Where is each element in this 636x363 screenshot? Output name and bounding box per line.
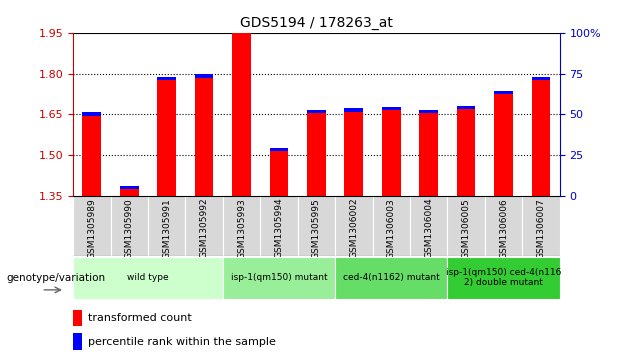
Bar [345, 108, 363, 112]
Text: GSM1305989: GSM1305989 [87, 198, 96, 258]
Bar [260, 196, 298, 256]
Bar [382, 110, 401, 196]
Bar [83, 113, 101, 116]
Bar [111, 196, 148, 256]
Bar [232, 29, 251, 33]
Bar [73, 196, 111, 256]
Text: percentile rank within the sample: percentile rank within the sample [88, 337, 275, 347]
Bar [270, 151, 288, 196]
Bar [73, 257, 223, 299]
Text: isp-1(qm150) ced-4(n116
2) double mutant: isp-1(qm150) ced-4(n116 2) double mutant [446, 268, 561, 287]
Bar [148, 196, 186, 256]
Bar [73, 310, 82, 326]
Bar [522, 196, 560, 256]
Bar [270, 148, 288, 151]
Bar [157, 77, 176, 80]
Bar [195, 78, 214, 196]
Text: GSM1305992: GSM1305992 [200, 198, 209, 258]
Text: wild type: wild type [127, 273, 169, 282]
Text: GSM1306002: GSM1306002 [349, 198, 358, 258]
Bar [232, 33, 251, 196]
Text: GSM1306004: GSM1306004 [424, 198, 433, 258]
Bar [373, 196, 410, 256]
Bar [298, 196, 335, 256]
Bar [532, 77, 550, 80]
Bar [120, 189, 139, 196]
Bar [419, 110, 438, 113]
Text: GSM1305991: GSM1305991 [162, 198, 171, 258]
Bar [223, 196, 260, 256]
Title: GDS5194 / 178263_at: GDS5194 / 178263_at [240, 16, 393, 30]
Text: GSM1306006: GSM1306006 [499, 198, 508, 258]
Bar [307, 113, 326, 196]
Bar [186, 196, 223, 256]
Text: ced-4(n1162) mutant: ced-4(n1162) mutant [343, 273, 439, 282]
Text: GSM1306007: GSM1306007 [537, 198, 546, 258]
Text: transformed count: transformed count [88, 313, 191, 323]
Bar [382, 107, 401, 110]
Bar [419, 113, 438, 196]
Bar [494, 94, 513, 196]
Text: GSM1306005: GSM1306005 [462, 198, 471, 258]
Bar [410, 196, 447, 256]
Bar [335, 196, 373, 256]
Bar [485, 196, 522, 256]
Bar [447, 196, 485, 256]
Text: isp-1(qm150) mutant: isp-1(qm150) mutant [231, 273, 328, 282]
Bar [195, 74, 214, 78]
Bar [447, 257, 560, 299]
Bar [457, 106, 476, 109]
Bar [157, 80, 176, 196]
Text: genotype/variation: genotype/variation [6, 273, 106, 283]
Bar [73, 333, 82, 350]
Text: GSM1306003: GSM1306003 [387, 198, 396, 258]
Text: GSM1305994: GSM1305994 [275, 198, 284, 258]
Bar [532, 80, 550, 196]
Text: GSM1305990: GSM1305990 [125, 198, 134, 258]
Bar [223, 257, 335, 299]
Text: GSM1305993: GSM1305993 [237, 198, 246, 258]
Bar [345, 112, 363, 196]
Bar [335, 257, 447, 299]
Bar [307, 110, 326, 113]
Text: GSM1305995: GSM1305995 [312, 198, 321, 258]
Bar [457, 109, 476, 196]
Bar [494, 91, 513, 94]
Bar [83, 116, 101, 196]
Bar [120, 187, 139, 189]
